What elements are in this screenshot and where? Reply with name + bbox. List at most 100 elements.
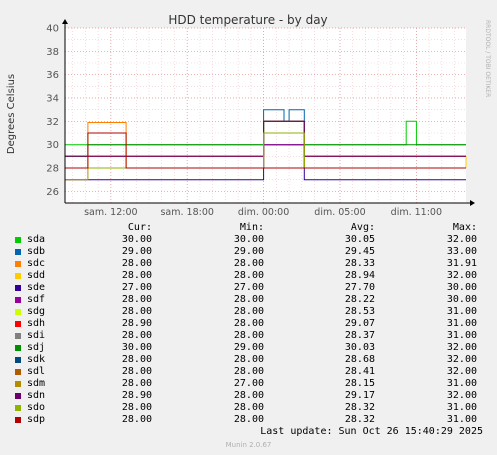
- legend-max: 31.00: [446, 414, 477, 425]
- legend-row-sdm: sdm 28.00 27.00 28.15 31.00: [0, 378, 497, 390]
- x-tick-label: sam. 18:00: [160, 207, 213, 218]
- legend-cur: 28.00: [121, 354, 152, 365]
- legend-name: sdl: [27, 366, 46, 377]
- legend-max: 32.00: [446, 366, 477, 377]
- series-line-sdp: [65, 132, 466, 169]
- legend-row-sdo: sdo 28.00 28.00 28.32 31.00: [0, 402, 497, 414]
- legend-name: sdg: [27, 306, 46, 317]
- legend-max: 31.00: [446, 330, 477, 341]
- legend-row-sdh: sdh 28.90 28.00 29.07 31.00: [0, 318, 497, 330]
- legend-avg: 27.70: [344, 282, 375, 293]
- legend-table: Cur: Min: Avg: Max: sda 30.00 30.00 30.05 32…: [0, 222, 497, 426]
- legend-max: 32.00: [446, 234, 477, 245]
- legend-min: 28.00: [233, 366, 264, 377]
- legend-row-sdp: sdp 28.00 28.00 28.32 31.00: [0, 414, 497, 426]
- legend-max: 32.00: [446, 342, 477, 353]
- legend-name: sdi: [27, 330, 46, 341]
- plot-area: [65, 28, 466, 203]
- legend-avg: 28.68: [344, 354, 375, 365]
- legend-name: sdp: [27, 414, 46, 425]
- legend-row-sdf: sdf 28.00 28.00 28.22 30.00: [0, 294, 497, 306]
- chart-title: HDD temperature - by day: [168, 13, 327, 27]
- legend-cur: 30.00: [121, 234, 152, 245]
- legend-swatch-sdd: [15, 273, 21, 279]
- legend-row-sdl: sdl 28.00 28.00 28.41 32.00: [0, 366, 497, 378]
- legend-max: 31.00: [446, 378, 477, 389]
- legend-cur: 28.00: [121, 294, 152, 305]
- legend-min: 28.00: [233, 390, 264, 401]
- rrdtool-credit: RRDTOOL / TOBI OETIKER: [484, 20, 491, 97]
- legend-header-min: Min:: [239, 222, 264, 233]
- legend-min: 27.00: [233, 282, 264, 293]
- legend-avg: 28.53: [344, 306, 375, 317]
- legend-name: sdn: [27, 390, 46, 401]
- legend-rows: sda 30.00 30.00 30.05 32.00 sdb 29.00 29.00 29.…: [0, 234, 497, 426]
- legend-name: sdh: [27, 318, 46, 329]
- legend-avg: 29.17: [344, 390, 375, 401]
- legend-swatch-sdk: [15, 357, 21, 363]
- legend-row-sda: sda 30.00 30.00 30.05 32.00: [0, 234, 497, 246]
- legend-cur: 27.00: [121, 282, 152, 293]
- legend-avg: 28.32: [344, 414, 375, 425]
- legend-cur: 28.00: [121, 366, 152, 377]
- legend-header-avg: Avg:: [350, 222, 375, 233]
- legend-max: 33.00: [446, 246, 477, 257]
- legend-avg: 30.03: [344, 342, 375, 353]
- legend-cur: 28.00: [121, 258, 152, 269]
- legend-cur: 28.00: [121, 378, 152, 389]
- legend-header-max: Max:: [452, 222, 477, 233]
- legend-cur: 28.00: [121, 330, 152, 341]
- legend-avg: 29.45: [344, 246, 375, 257]
- legend-cur: 29.00: [121, 246, 152, 257]
- legend-cur: 30.00: [121, 342, 152, 353]
- legend-avg: 28.32: [344, 402, 375, 413]
- legend-header-row: Cur: Min: Avg: Max:: [0, 222, 497, 234]
- last-update: Last update: Sun Oct 26 15:40:29 2025: [260, 426, 483, 437]
- legend-row-sdj: sdj 30.00 29.00 30.03 32.00: [0, 342, 497, 354]
- x-tick-label: dim. 11:00: [391, 207, 442, 218]
- legend-min: 29.00: [233, 342, 264, 353]
- legend-name: sda: [27, 234, 46, 245]
- y-tick-label: 30: [46, 140, 59, 151]
- legend-swatch-sdi: [15, 333, 21, 339]
- y-tick-label: 26: [46, 187, 59, 198]
- legend-swatch-sdo: [15, 405, 21, 411]
- legend-cur: 28.00: [121, 270, 152, 281]
- legend-name: sdd: [27, 270, 46, 281]
- tick-labels: 26 28 30 32 34 36 38 40 sam. 12:00 sam. 18:00 dim.…: [46, 24, 442, 219]
- y-axis-label: Degrees Celsius: [6, 74, 17, 154]
- legend-avg: 28.94: [344, 270, 375, 281]
- legend-swatch-sdc: [15, 261, 21, 267]
- legend-avg: 30.05: [344, 234, 375, 245]
- axes: [62, 19, 475, 206]
- legend-name: sdj: [27, 342, 46, 353]
- legend-row-sdg: sdg 28.00 28.00 28.53 31.00: [0, 306, 497, 318]
- legend-swatch-sdn: [15, 393, 21, 399]
- legend-max: 31.91: [446, 258, 477, 269]
- legend-cur: 28.90: [121, 318, 152, 329]
- legend-min: 28.00: [233, 354, 264, 365]
- legend-max: 31.00: [446, 306, 477, 317]
- legend-name: sdo: [27, 402, 46, 413]
- legend-swatch-sdp: [15, 417, 21, 423]
- legend-swatch-sdb: [15, 249, 21, 255]
- legend-swatch-sdf: [15, 297, 21, 303]
- legend-swatch-sdg: [15, 309, 21, 315]
- legend-avg: 28.37: [344, 330, 375, 341]
- legend-cur: 28.90: [121, 390, 152, 401]
- legend-max: 30.00: [446, 294, 477, 305]
- legend-avg: 28.22: [344, 294, 375, 305]
- legend-row-sdk: sdk 28.00 28.00 28.68 32.00: [0, 354, 497, 366]
- legend-cur: 28.00: [121, 306, 152, 317]
- y-tick-label: 28: [46, 164, 59, 175]
- legend-min: 28.00: [233, 330, 264, 341]
- legend-min: 28.00: [233, 270, 264, 281]
- legend-swatch-sdl: [15, 369, 21, 375]
- legend-name: sdb: [27, 246, 46, 257]
- legend-row-sdb: sdb 29.00 29.00 29.45 33.00: [0, 246, 497, 258]
- legend-min: 28.00: [233, 258, 264, 269]
- legend-min: 28.00: [233, 294, 264, 305]
- legend-max: 31.00: [446, 402, 477, 413]
- legend-row-sdd: sdd 28.00 28.00 28.94 32.00: [0, 270, 497, 282]
